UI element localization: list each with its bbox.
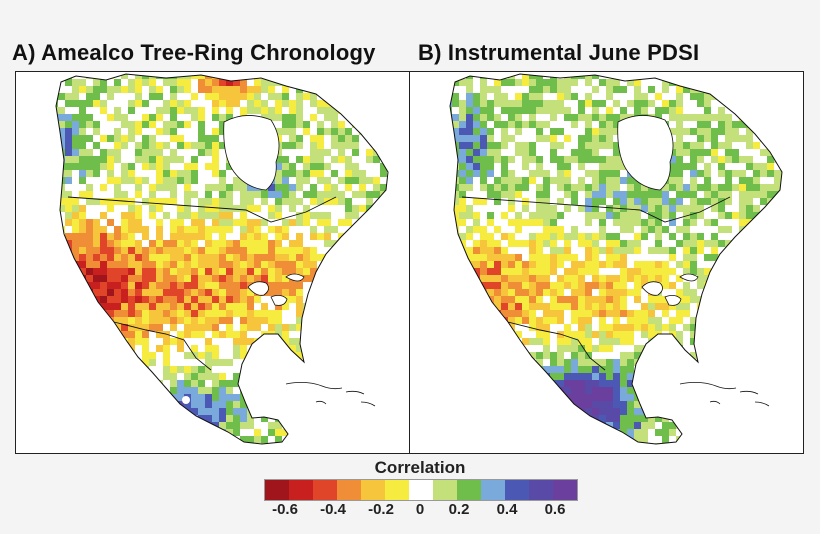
great-lakes (247, 273, 305, 306)
colorbar-swatch (313, 480, 337, 500)
caribbean-islands (679, 382, 770, 407)
us-canada-border (67, 196, 337, 223)
legend-title: Correlation (374, 458, 466, 477)
great-lakes (641, 273, 699, 306)
colorbar-swatch (337, 480, 361, 500)
hudson-bay (617, 115, 674, 191)
correlation-grid (56, 74, 388, 444)
colorbar-tick-label: -0.4 (320, 501, 346, 518)
coastline (449, 73, 783, 445)
colorbar-swatch (481, 480, 505, 500)
colorbar-swatch (457, 480, 481, 500)
colorbar-tick-label: -0.6 (272, 501, 298, 518)
colorbar-swatch (529, 480, 553, 500)
colorbar-tick-label: -0.2 (368, 501, 394, 518)
hudson-bay (223, 115, 280, 191)
correlation-map-b (449, 73, 783, 445)
coastline (55, 73, 389, 445)
colorbar-swatch (553, 480, 577, 500)
map-panel-amealco (15, 71, 410, 454)
us-canada-border (461, 196, 731, 223)
colorbar-swatch (265, 480, 289, 500)
colorbar-tick-label: 0.4 (496, 501, 518, 518)
us-mexico-border (113, 321, 212, 371)
colorbar-swatch (385, 480, 409, 500)
colorbar-tick-label: 0.2 (448, 501, 470, 518)
correlation-map-a (55, 73, 389, 445)
correlation-colorbar (264, 479, 578, 501)
colorbar-swatch (505, 480, 529, 500)
colorbar-swatch (361, 480, 385, 500)
colorbar-tick-label: 0.6 (544, 501, 566, 518)
panel-a-title: A) Amealco Tree-Ring Chronology (12, 40, 376, 65)
correlation-grid (450, 74, 782, 444)
colorbar-swatch (409, 480, 433, 500)
colorbar-swatch (289, 480, 313, 500)
us-mexico-border (507, 321, 606, 371)
panel-b-title: B) Instrumental June PDSI (418, 40, 700, 65)
map-panel-pdsi (409, 71, 804, 454)
colorbar-tick-label: 0 (415, 501, 425, 518)
colorbar-swatch (433, 480, 457, 500)
amealco-site-marker (182, 396, 190, 404)
caribbean-islands (285, 382, 376, 407)
